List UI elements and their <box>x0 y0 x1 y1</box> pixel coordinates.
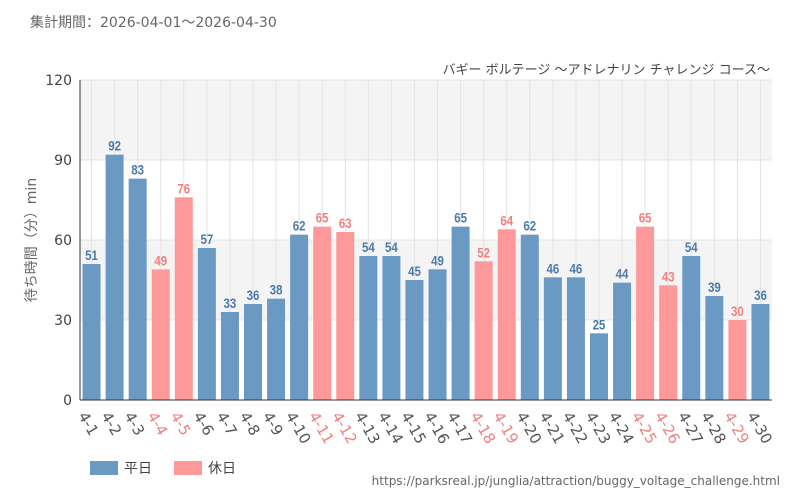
y-axis-label: 待ち時間（分）min <box>24 178 40 302</box>
value-label: 83 <box>131 162 144 178</box>
bar-4-29[interactable] <box>728 320 747 400</box>
plot-band <box>80 240 772 320</box>
x-tick-label: 4-30 <box>743 409 776 447</box>
value-label: 33 <box>224 295 237 311</box>
bar-4-5[interactable] <box>174 197 193 400</box>
bar-4-30[interactable] <box>751 304 770 400</box>
value-label: 65 <box>639 210 652 226</box>
value-label: 46 <box>570 260 583 276</box>
legend: 平日 休日 <box>90 458 258 478</box>
period-label: 集計期間： <box>30 15 100 31</box>
value-label: 54 <box>362 239 376 255</box>
bar-4-15[interactable] <box>405 280 424 400</box>
value-label: 30 <box>731 303 744 319</box>
bar-4-28[interactable] <box>705 296 724 400</box>
bar-4-10[interactable] <box>290 234 309 400</box>
bar-4-25[interactable] <box>636 226 655 400</box>
value-label: 52 <box>477 244 490 260</box>
value-label: 36 <box>247 287 260 303</box>
legend-label-holiday: 休日 <box>208 461 236 477</box>
bar-4-21[interactable] <box>543 277 562 400</box>
x-tick-label: 4-9 <box>259 409 287 439</box>
x-tick-label: 4-1 <box>74 409 102 439</box>
value-label: 76 <box>177 180 190 196</box>
value-label: 25 <box>593 316 606 332</box>
value-label: 36 <box>754 287 767 303</box>
value-label: 62 <box>523 218 536 234</box>
value-label: 63 <box>339 215 352 231</box>
bar-4-4[interactable] <box>151 269 170 400</box>
value-label: 54 <box>685 239 699 255</box>
x-tick-label: 4-5 <box>167 409 195 439</box>
bar-4-16[interactable] <box>428 269 447 400</box>
bar-4-19[interactable] <box>497 229 516 400</box>
x-tick-label: 4-6 <box>190 409 218 439</box>
value-label: 38 <box>270 282 283 298</box>
bar-4-7[interactable] <box>220 312 239 400</box>
y-tick-label: 90 <box>54 153 72 169</box>
value-labels: 51 92 83 49 76 57 33 36 38 62 65 63 54 54 45 49 65 52 64 62… <box>85 138 767 333</box>
bars <box>82 154 770 400</box>
x-tick-label: 4-8 <box>236 409 264 439</box>
bar-4-11[interactable] <box>313 226 332 400</box>
value-label: 62 <box>293 218 306 234</box>
value-label: 57 <box>200 231 213 247</box>
bar-4-26[interactable] <box>659 285 678 400</box>
value-label: 45 <box>408 263 421 279</box>
plot-background <box>80 80 772 320</box>
x-tick-label: 4-2 <box>97 409 125 439</box>
bar-4-2[interactable] <box>105 154 124 400</box>
value-label: 64 <box>500 212 514 228</box>
legend-label-weekday: 平日 <box>124 461 152 477</box>
value-label: 54 <box>385 239 399 255</box>
bar-4-8[interactable] <box>244 304 262 400</box>
bar-4-24[interactable] <box>613 282 632 400</box>
bar-4-9[interactable] <box>267 298 286 400</box>
value-label: 65 <box>316 210 329 226</box>
bar-4-6[interactable] <box>197 248 216 400</box>
value-label: 49 <box>154 252 167 268</box>
axes <box>79 80 772 401</box>
bar-4-20[interactable] <box>520 234 539 400</box>
value-label: 49 <box>431 252 444 268</box>
bar-4-12[interactable] <box>336 232 355 400</box>
x-tick-label: 4-4 <box>144 409 172 439</box>
value-label: 39 <box>708 279 721 295</box>
bar-4-1[interactable] <box>82 264 101 400</box>
y-tick-label: 120 <box>45 73 72 89</box>
bar-4-13[interactable] <box>359 256 378 400</box>
bar-4-18[interactable] <box>474 261 493 400</box>
bar-4-23[interactable] <box>590 333 608 400</box>
value-label: 46 <box>546 260 559 276</box>
y-tick-labels: 0 30 60 90 120 <box>45 73 72 409</box>
value-label: 44 <box>616 266 630 282</box>
bar-4-27[interactable] <box>682 256 701 400</box>
value-label: 92 <box>108 138 121 154</box>
x-tick-label: 4-7 <box>213 409 241 439</box>
value-label: 43 <box>662 268 675 284</box>
period-value: 2026-04-01～2026-04-30 <box>100 15 277 31</box>
bar-4-3[interactable] <box>128 178 147 400</box>
legend-swatch-weekday <box>90 461 118 475</box>
legend-item-weekday[interactable]: 平日 <box>90 458 152 478</box>
bar-4-22[interactable] <box>566 277 585 400</box>
x-tick-label: 4-3 <box>121 409 149 439</box>
y-tick-label: 30 <box>54 313 72 329</box>
legend-swatch-holiday <box>174 461 202 475</box>
plot-band <box>80 80 772 160</box>
bar-4-14[interactable] <box>382 256 401 400</box>
y-tick-label: 60 <box>54 233 72 249</box>
source-url: https://parksreal.jp/junglia/attraction/… <box>371 474 780 488</box>
y-tick-label: 0 <box>63 393 72 409</box>
value-label: 51 <box>85 247 98 263</box>
bar-4-17[interactable] <box>451 226 470 400</box>
chart-title: バギー ボルテージ ～アドレナリン チャレンジ コース～ <box>443 63 771 78</box>
x-tick-labels: 4-14-24-34-44-54-64-74-84-94-104-114-124… <box>74 409 776 447</box>
value-label: 65 <box>454 210 467 226</box>
period-info: 集計期間：2026-04-01～2026-04-30 <box>30 12 277 32</box>
legend-item-holiday[interactable]: 休日 <box>174 458 236 478</box>
